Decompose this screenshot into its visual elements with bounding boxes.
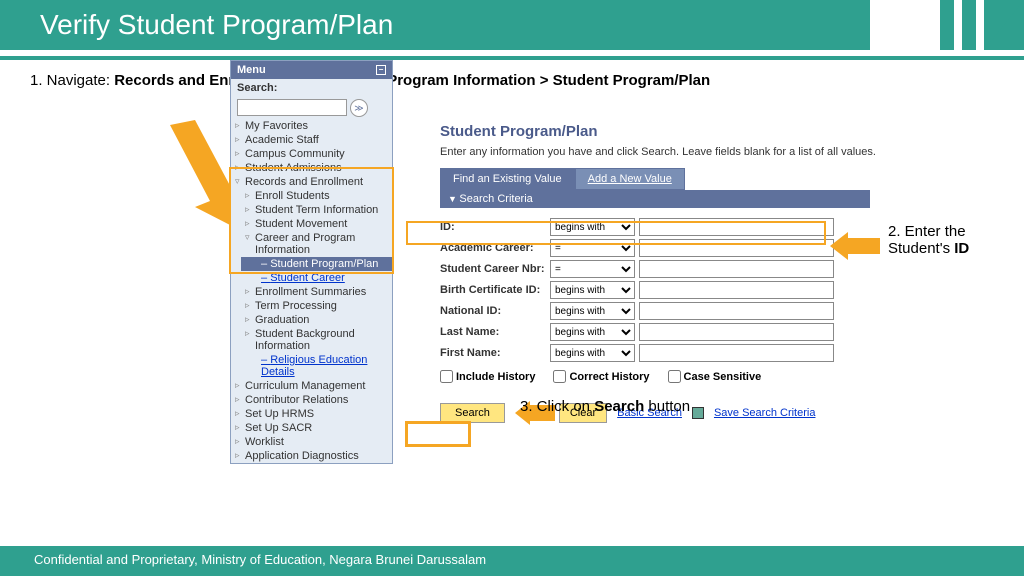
page-title: Student Program/Plan [440,123,994,140]
step1-text: 1. Navigate: Records and Enrollment > Ca… [30,72,994,89]
menu-item[interactable]: Contributor Relations [231,393,392,407]
field-input[interactable] [639,344,834,362]
checkboxes: Include History Correct History Case Sen… [440,370,994,383]
tab-add[interactable]: Add a New Value [575,168,685,190]
save-criteria-link[interactable]: Save Search Criteria [714,407,816,419]
field-label: Last Name: [440,326,550,338]
form-row: Student Career Nbr:= [440,260,994,278]
menu-item[interactable]: Student Background Information [241,327,392,353]
slide-title: Verify Student Program/Plan [0,9,393,41]
field-input[interactable] [639,323,834,341]
footer: Confidential and Proprietary, Ministry o… [0,546,1024,576]
menu-item[interactable]: Campus Community [231,147,392,161]
check-correct[interactable]: Correct History [553,370,649,383]
form-row: Last Name:begins with [440,323,994,341]
field-input[interactable] [639,302,834,320]
menu-records[interactable]: Records and Enrollment [231,175,392,189]
menu-item[interactable]: Student Movement [241,217,392,231]
menu-item[interactable]: Application Diagnostics [231,449,392,463]
field-input[interactable] [639,281,834,299]
field-label: First Name: [440,347,550,359]
arrow-to-id-icon [830,232,880,260]
id-field-highlight [406,221,826,245]
operator-select[interactable]: begins with [550,281,635,299]
form-row: Birth Certificate ID:begins with [440,281,994,299]
check-case[interactable]: Case Sensitive [668,370,762,383]
search-label: Search: [231,79,392,97]
menu-panel: Menu− Search: ≫ My FavoritesAcademic Sta… [230,60,393,464]
menu-item[interactable]: Student Term Information [241,203,392,217]
menu-religious[interactable]: – Religious Education Details [241,353,392,379]
search-go-button[interactable]: ≫ [350,99,368,117]
search-panel: Student Program/Plan Enter any informati… [440,93,994,425]
check-include[interactable]: Include History [440,370,535,383]
menu-item[interactable]: Graduation [241,313,392,327]
field-label: Student Career Nbr: [440,263,550,275]
menu-search-input[interactable] [237,99,347,116]
header-decor [870,0,1024,50]
step2-annotation: 2. Enter the Student's ID [888,223,969,257]
menu-item[interactable]: Curriculum Management [231,379,392,393]
criteria-header[interactable]: Search Criteria [440,190,870,208]
menu-header: Menu− [231,61,392,79]
menu-item[interactable]: My Favorites [231,119,392,133]
menu-item[interactable]: Set Up SACR [231,421,392,435]
page-subtitle: Enter any information you have and click… [440,146,994,158]
form-row: First Name:begins with [440,344,994,362]
form-row: National ID:begins with [440,302,994,320]
operator-select[interactable]: begins with [550,344,635,362]
menu-item[interactable]: Set Up HRMS [231,407,392,421]
field-label: National ID: [440,305,550,317]
field-label: Birth Certificate ID: [440,284,550,296]
step3-annotation: 3. Click on Search button [520,398,690,415]
tabs: Find an Existing Value Add a New Value [440,168,994,190]
tab-find[interactable]: Find an Existing Value [440,168,575,190]
save-icon [692,407,704,419]
menu-item[interactable]: Enroll Students [241,189,392,203]
minimize-icon[interactable]: − [376,65,386,75]
menu-career[interactable]: Career and Program Information [241,231,392,257]
operator-select[interactable]: begins with [550,323,635,341]
operator-select[interactable]: = [550,260,635,278]
search-button[interactable]: Search [440,403,505,423]
menu-item[interactable]: Term Processing [241,299,392,313]
menu-item[interactable]: Worklist [231,435,392,449]
menu-item[interactable]: Academic Staff [231,133,392,147]
menu-item[interactable]: Enrollment Summaries [241,285,392,299]
search-btn-highlight [405,421,471,447]
field-input[interactable] [639,260,834,278]
operator-select[interactable]: begins with [550,302,635,320]
